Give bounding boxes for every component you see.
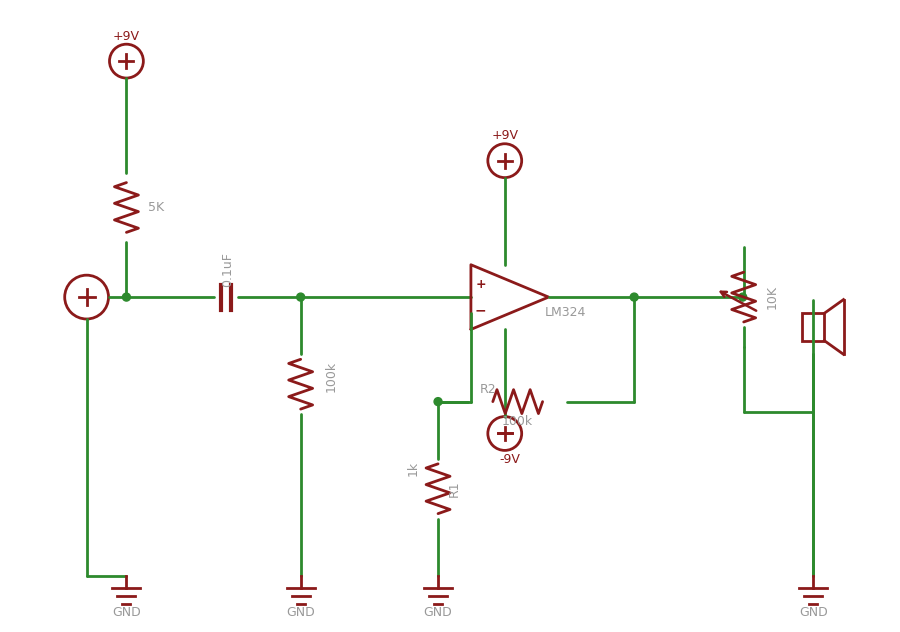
Circle shape (434, 398, 442, 406)
Text: 100k: 100k (502, 415, 534, 428)
Circle shape (122, 293, 130, 301)
Text: +9V: +9V (112, 30, 140, 43)
Text: R1: R1 (448, 480, 461, 497)
Circle shape (630, 293, 638, 301)
Text: 1k: 1k (407, 461, 420, 477)
Circle shape (739, 293, 747, 301)
Text: -9V: -9V (500, 453, 520, 466)
Text: −: − (475, 303, 486, 317)
Text: GND: GND (799, 606, 828, 619)
Text: +: + (475, 277, 486, 291)
Text: 10K: 10K (766, 285, 778, 309)
Text: R2: R2 (480, 383, 496, 396)
Text: 100k: 100k (325, 361, 338, 392)
Text: LM324: LM324 (544, 305, 586, 319)
Text: 5K: 5K (148, 201, 165, 214)
Bar (803, 313, 824, 341)
Circle shape (297, 293, 304, 301)
Text: +9V: +9V (491, 130, 518, 142)
Text: GND: GND (112, 606, 140, 619)
Text: 0.1uF: 0.1uF (221, 252, 234, 287)
Text: GND: GND (286, 606, 315, 619)
Text: GND: GND (424, 606, 453, 619)
